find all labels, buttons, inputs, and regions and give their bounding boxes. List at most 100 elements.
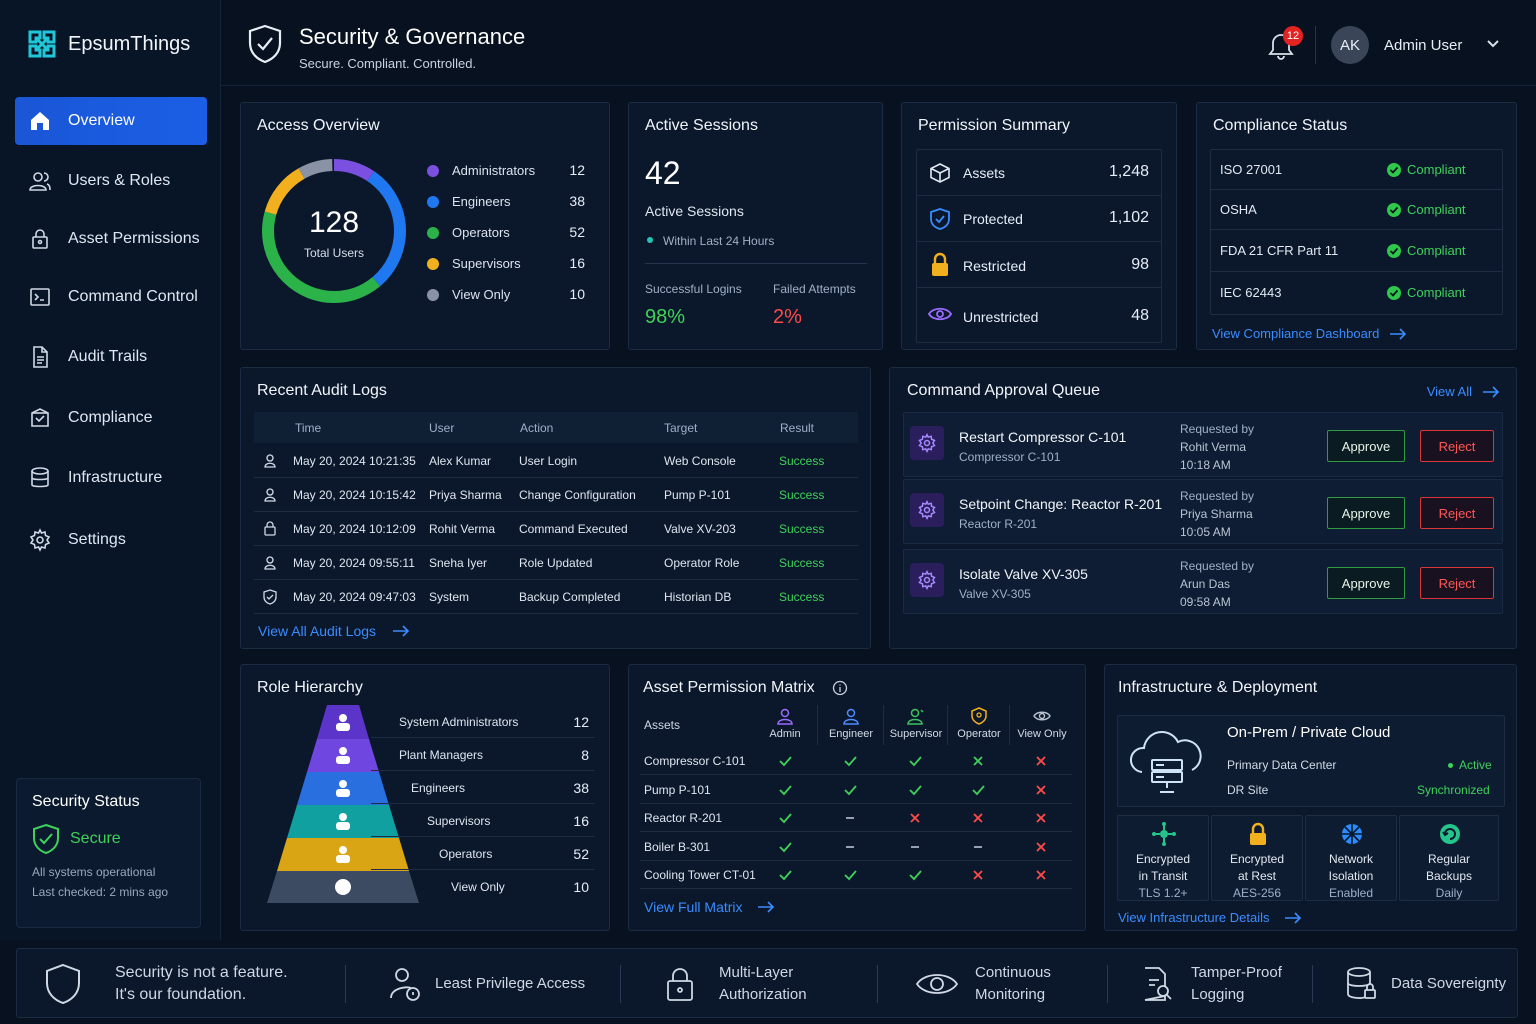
check-icon	[777, 867, 793, 883]
approval-item: Isolate Valve XV-305 Valve XV-305 Requeste…	[903, 549, 1503, 614]
tagline-line-1: Security is not a feature.	[115, 964, 288, 981]
matrix-asset: Cooling Tower CT-01	[644, 868, 756, 882]
role-label: Supervisors	[427, 814, 491, 828]
footer-item-label: Continuous	[975, 964, 1051, 981]
column-header: Time	[295, 421, 322, 435]
view-all-audit-logs-link[interactable]: View All Audit Logs	[258, 623, 410, 639]
cell-result: Success	[779, 522, 825, 536]
check-icon	[842, 782, 858, 798]
header-divider	[1315, 26, 1316, 64]
legend-label: Operators	[452, 225, 510, 240]
matrix-row: Pump P-101	[640, 776, 1072, 804]
logo-icon	[28, 30, 56, 58]
tagline-line-2: It's our foundation.	[115, 986, 247, 1003]
table-row[interactable]: May 20, 2024 10:15:42 Priya Sharma Change …	[254, 478, 858, 512]
sidebar-item-label: Asset Permissions	[68, 230, 200, 247]
sidebar-item-audit-trails[interactable]: Audit Trails	[15, 333, 207, 381]
sidebar-item-settings[interactable]: Settings	[15, 516, 207, 564]
matrix-row: Compressor C-101	[640, 747, 1072, 775]
sidebar-item-command-control[interactable]: Command Control	[15, 273, 207, 321]
table-row[interactable]: May 20, 2024 09:55:11 Sneha Iyer Role Upda…	[254, 546, 858, 580]
cell-time: May 20, 2024 10:12:09	[293, 522, 416, 536]
card-title: Asset Permission Matrix	[643, 679, 815, 696]
chevron-down-icon[interactable]	[1486, 39, 1500, 49]
donut-segment-admins	[262, 159, 406, 303]
matrix-asset: Reactor R-201	[644, 811, 723, 825]
cross-icon	[1033, 839, 1049, 855]
success-label: Successful Logins	[645, 282, 742, 296]
permission-label: Assets	[963, 165, 1006, 181]
sidebar-item-asset-permissions[interactable]: Asset Permissions	[15, 215, 207, 263]
sidebar-item-label: Overview	[68, 112, 135, 129]
reject-button[interactable]: Reject	[1420, 567, 1494, 599]
approval-item: Restart Compressor C-101 Compressor C-101…	[903, 412, 1503, 477]
infrastructure-feature: Network Isolation Enabled	[1305, 815, 1397, 901]
sidebar-item-users-roles[interactable]: Users & Roles	[15, 157, 207, 205]
shield-check-icon	[33, 823, 59, 855]
view-compliance-dashboard-link[interactable]: View Compliance Dashboard	[1212, 326, 1407, 341]
user-name[interactable]: Admin User	[1384, 37, 1463, 54]
footer-item-label: Authorization	[719, 986, 807, 1003]
page-subtitle: Secure. Compliant. Controlled.	[299, 56, 477, 71]
dr-site-label: DR Site	[1227, 783, 1269, 797]
requested-by-name: Arun Das	[1180, 577, 1231, 591]
compliance-standard: IEC 62443	[1220, 285, 1282, 300]
sidebar-item-infrastructure[interactable]: Infrastructure	[15, 454, 207, 502]
terminal-icon	[30, 288, 50, 306]
view-infrastructure-details-link[interactable]: View Infrastructure Details	[1118, 910, 1302, 925]
table-row[interactable]: May 20, 2024 09:47:03 System Backup Comple…	[254, 580, 858, 614]
security-status-panel: Security Status Secure All systems opera…	[16, 778, 201, 928]
footer-item-label: Multi-Layer	[719, 964, 794, 981]
footer-item-label: Least Privilege Access	[435, 975, 586, 992]
cell-time: May 20, 2024 09:47:03	[293, 590, 416, 604]
check-circle-icon	[1387, 244, 1401, 258]
legend-item: Operators 52	[427, 223, 585, 243]
reject-button[interactable]: Reject	[1420, 497, 1494, 529]
footer-divider	[1107, 965, 1108, 1003]
donut-segment-operators	[262, 159, 406, 303]
link-label: View Full Matrix	[644, 899, 743, 915]
role-count: 10	[573, 879, 589, 895]
role-count: 38	[573, 780, 589, 796]
check-icon	[777, 810, 793, 826]
security-state: Secure	[70, 830, 121, 847]
sidebar-item-compliance[interactable]: Compliance	[15, 394, 207, 442]
reject-button[interactable]: Reject	[1420, 430, 1494, 462]
footer-item-sovereignty: Data Sovereignty	[1345, 949, 1506, 1019]
check-icon	[842, 753, 858, 769]
matrix-row: Boiler B-301	[640, 833, 1072, 861]
permission-value: 48	[1131, 307, 1149, 324]
footer-item-label: Logging	[1191, 986, 1245, 1003]
footer-item-monitoring: Continuous Monitoring	[915, 949, 1051, 1019]
approve-button[interactable]: Approve	[1327, 497, 1405, 529]
notifications-button[interactable]: 12	[1267, 26, 1303, 62]
cell-time: May 20, 2024 10:15:42	[293, 488, 416, 502]
info-icon[interactable]	[832, 680, 848, 696]
dash-icon	[842, 810, 858, 826]
permission-row-restricted: Restricted 98	[917, 242, 1161, 288]
cross-icon	[1033, 810, 1049, 826]
permission-summary-card: Permission Summary Assets 1,248 Protecte…	[901, 102, 1177, 350]
requested-time: 10:18 AM	[1180, 458, 1231, 472]
approve-button[interactable]: Approve	[1327, 567, 1405, 599]
view-all-link[interactable]: View All	[1427, 384, 1500, 399]
cell-target: Pump P-101	[664, 488, 731, 502]
legend-value: 12	[569, 162, 585, 178]
cross-icon	[1033, 753, 1049, 769]
sidebar-item-overview[interactable]: Overview	[15, 97, 207, 145]
compliance-status: Compliant	[1407, 202, 1466, 217]
security-line-1: All systems operational	[32, 865, 156, 879]
compliance-row: FDA 21 CFR Part 11 Compliant	[1211, 230, 1502, 272]
feature-line-1: Encrypted	[1135, 852, 1191, 866]
check-circle-icon	[1387, 286, 1401, 300]
notification-badge: 12	[1283, 26, 1303, 46]
matrix-column-header: View Only	[1009, 705, 1073, 745]
brand-logo[interactable]: EpsumThings	[26, 28, 190, 60]
link-label: View All Audit Logs	[258, 623, 377, 639]
view-full-matrix-link[interactable]: View Full Matrix	[644, 899, 775, 915]
avatar[interactable]: AK	[1331, 26, 1369, 64]
table-row[interactable]: May 20, 2024 10:12:09 Rohit Verma Command …	[254, 512, 858, 546]
table-row[interactable]: May 20, 2024 10:21:35 Alex Kumar User Logi…	[254, 444, 858, 478]
feature-line-3: TLS 1.2+	[1138, 886, 1188, 900]
approve-button[interactable]: Approve	[1327, 430, 1405, 462]
